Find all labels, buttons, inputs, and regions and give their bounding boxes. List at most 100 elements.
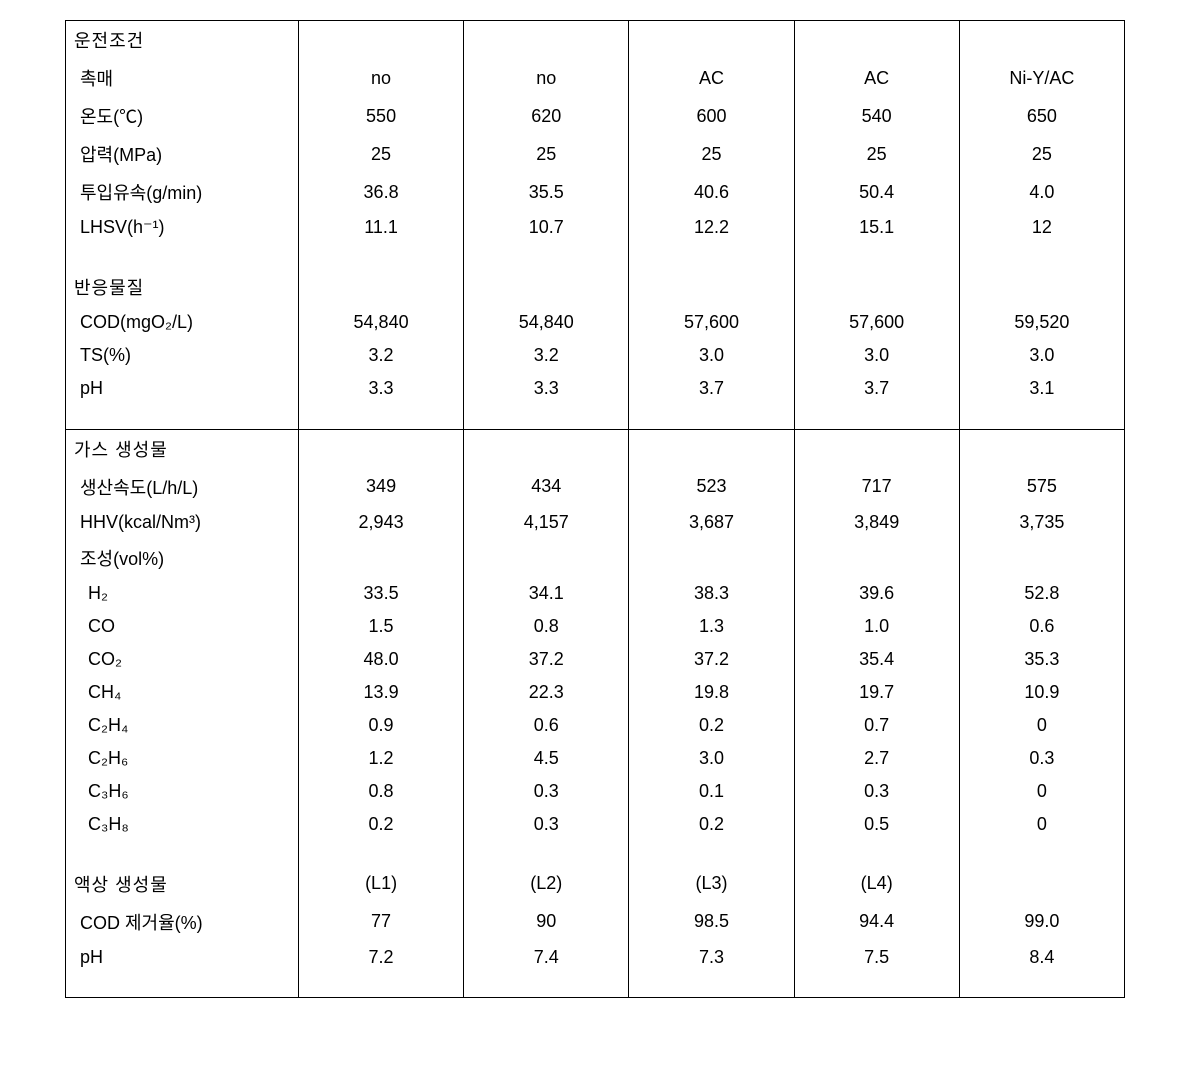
- cell: no: [298, 59, 463, 97]
- cell: (L1): [298, 865, 463, 903]
- cell: [298, 268, 463, 306]
- cell: 35.5: [464, 173, 629, 211]
- cell: [298, 429, 463, 468]
- spacer-cell: [629, 405, 794, 429]
- cell: 4.0: [959, 173, 1124, 211]
- cell: 3.0: [794, 339, 959, 372]
- cell: 0.3: [959, 742, 1124, 775]
- cell: 35.4: [794, 643, 959, 676]
- spacer-cell: [794, 974, 959, 998]
- cell: (L3): [629, 865, 794, 903]
- cell: 94.4: [794, 903, 959, 941]
- cell: 25: [298, 135, 463, 173]
- cell: [464, 429, 629, 468]
- spacer-cell: [66, 405, 299, 429]
- cell: 3.7: [629, 372, 794, 405]
- cell: [464, 21, 629, 60]
- cell: 1.5: [298, 610, 463, 643]
- cell: 12: [959, 211, 1124, 244]
- cell: 98.5: [629, 903, 794, 941]
- row-label: pH: [66, 372, 299, 405]
- cell: 4.5: [464, 742, 629, 775]
- cell: 1.3: [629, 610, 794, 643]
- cell: [629, 268, 794, 306]
- cell: [794, 21, 959, 60]
- cell: 25: [629, 135, 794, 173]
- cell: (L2): [464, 865, 629, 903]
- cell: 22.3: [464, 676, 629, 709]
- cell: no: [464, 59, 629, 97]
- spacer-cell: [794, 244, 959, 268]
- cell: 0.7: [794, 709, 959, 742]
- spacer-cell: [298, 841, 463, 865]
- cell: (L4): [794, 865, 959, 903]
- spacer-cell: [464, 244, 629, 268]
- cell: 25: [794, 135, 959, 173]
- row-label: C₂H₄: [66, 709, 299, 742]
- cell: 25: [959, 135, 1124, 173]
- row-label: C₃H₆: [66, 775, 299, 808]
- cell: 10.7: [464, 211, 629, 244]
- spacer-cell: [959, 841, 1124, 865]
- spacer-cell: [464, 974, 629, 998]
- cell: [959, 268, 1124, 306]
- row-label: HHV(kcal/Nm³): [66, 506, 299, 539]
- cell: [959, 539, 1124, 577]
- cell: 2.7: [794, 742, 959, 775]
- spacer-cell: [464, 405, 629, 429]
- cell: 35.3: [959, 643, 1124, 676]
- row-label: pH: [66, 941, 299, 974]
- cell: 8.4: [959, 941, 1124, 974]
- cell: 34.1: [464, 577, 629, 610]
- spacer-cell: [298, 974, 463, 998]
- cell: [464, 539, 629, 577]
- cell: 0.2: [629, 709, 794, 742]
- spacer-cell: [66, 841, 299, 865]
- spacer-cell: [629, 841, 794, 865]
- cell: 0.3: [464, 808, 629, 841]
- section-header: 운전조건: [66, 21, 299, 60]
- spacer-cell: [298, 405, 463, 429]
- cell: 57,600: [629, 306, 794, 339]
- cell: 3.0: [629, 339, 794, 372]
- cell: 33.5: [298, 577, 463, 610]
- row-label: 온도(℃): [66, 97, 299, 135]
- cell: 11.1: [298, 211, 463, 244]
- spacer-cell: [794, 405, 959, 429]
- cell: 0.1: [629, 775, 794, 808]
- cell: 1.2: [298, 742, 463, 775]
- cell: 3.2: [464, 339, 629, 372]
- cell: 3,687: [629, 506, 794, 539]
- cell: AC: [629, 59, 794, 97]
- cell: 37.2: [629, 643, 794, 676]
- cell: [629, 539, 794, 577]
- cell: 15.1: [794, 211, 959, 244]
- spacer-cell: [959, 974, 1124, 998]
- cell: 13.9: [298, 676, 463, 709]
- cell: 0.2: [629, 808, 794, 841]
- cell: 7.4: [464, 941, 629, 974]
- cell: 40.6: [629, 173, 794, 211]
- spacer-cell: [629, 244, 794, 268]
- cell: 3.0: [629, 742, 794, 775]
- cell: 0.3: [794, 775, 959, 808]
- row-label: 촉매: [66, 59, 299, 97]
- cell: 0: [959, 775, 1124, 808]
- cell: 99.0: [959, 903, 1124, 941]
- cell: 3.3: [464, 372, 629, 405]
- cell: 620: [464, 97, 629, 135]
- spacer-cell: [959, 244, 1124, 268]
- cell: 540: [794, 97, 959, 135]
- cell: [959, 429, 1124, 468]
- row-label: COD 제거율(%): [66, 903, 299, 941]
- cell: [629, 21, 794, 60]
- cell: AC: [794, 59, 959, 97]
- cell: 0: [959, 808, 1124, 841]
- cell: 3,735: [959, 506, 1124, 539]
- row-label: 투입유속(g/min): [66, 173, 299, 211]
- spacer-cell: [629, 974, 794, 998]
- cell: 0.8: [464, 610, 629, 643]
- row-label: LHSV(h⁻¹): [66, 211, 299, 244]
- cell: 57,600: [794, 306, 959, 339]
- cell: [794, 429, 959, 468]
